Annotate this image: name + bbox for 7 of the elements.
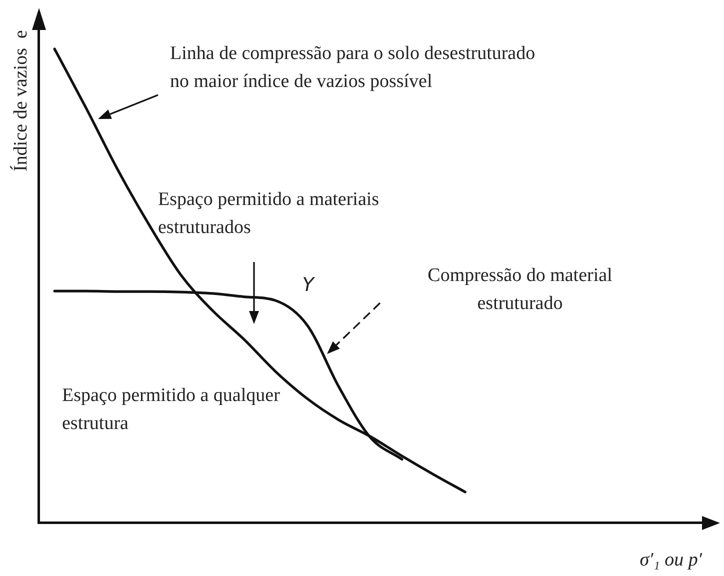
annotation: Compressão do material estruturado — [426, 264, 614, 316]
y-axis-title: Índice de vazios e — [9, 30, 32, 172]
annotation: Linha de compressão para o solo desestruturado no maior índice de vazios possível — [170, 42, 536, 94]
annotation: Y — [301, 273, 316, 298]
annotation: Espaço permitido a qualquer estrutura — [62, 384, 281, 436]
annotation: Espaço permitido a materiais estruturados — [158, 188, 380, 240]
x-axis-title: σ′₁ ou p′ — [640, 550, 703, 571]
